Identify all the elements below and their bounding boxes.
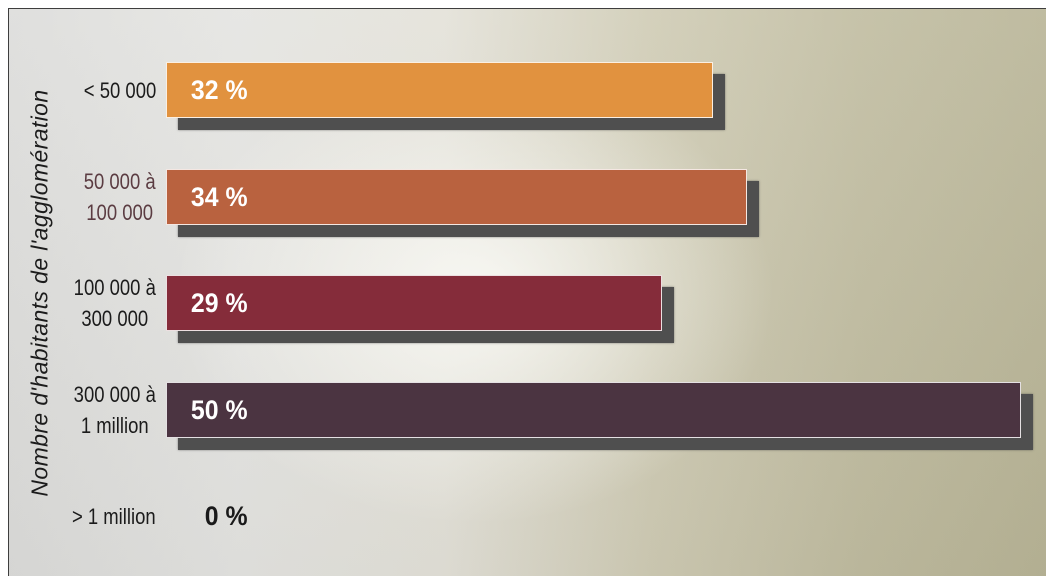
value-label: 32 % — [166, 62, 248, 118]
bar — [166, 62, 713, 118]
value-label-text: 50 % — [191, 394, 248, 425]
category-label-text: 300 000 à 1 million — [73, 382, 156, 438]
category-label: 300 000 à 1 million — [40, 382, 156, 438]
value-label-text: 29 % — [191, 287, 248, 318]
value-label: 0 % — [166, 488, 248, 544]
bar — [166, 382, 1021, 438]
category-label: < 50 000 — [40, 62, 156, 118]
value-label: 29 % — [166, 275, 248, 331]
value-label: 34 % — [166, 169, 248, 225]
bar — [166, 275, 662, 331]
value-label: 50 % — [166, 382, 248, 438]
category-label-text: 50 000 à 100 000 — [84, 169, 156, 225]
value-label-text: 34 % — [191, 181, 248, 212]
category-label: 50 000 à 100 000 — [40, 169, 156, 225]
value-label-text: 32 % — [191, 74, 248, 105]
bar — [166, 169, 747, 225]
category-label-text: < 50 000 — [83, 77, 156, 103]
category-label: 100 000 à 300 000 — [40, 275, 156, 331]
category-label: > 1 million — [40, 488, 156, 544]
category-label-text: > 1 million — [72, 503, 156, 529]
category-label-text: 100 000 à 300 000 — [73, 275, 156, 331]
value-label-text: 0 % — [205, 500, 248, 531]
